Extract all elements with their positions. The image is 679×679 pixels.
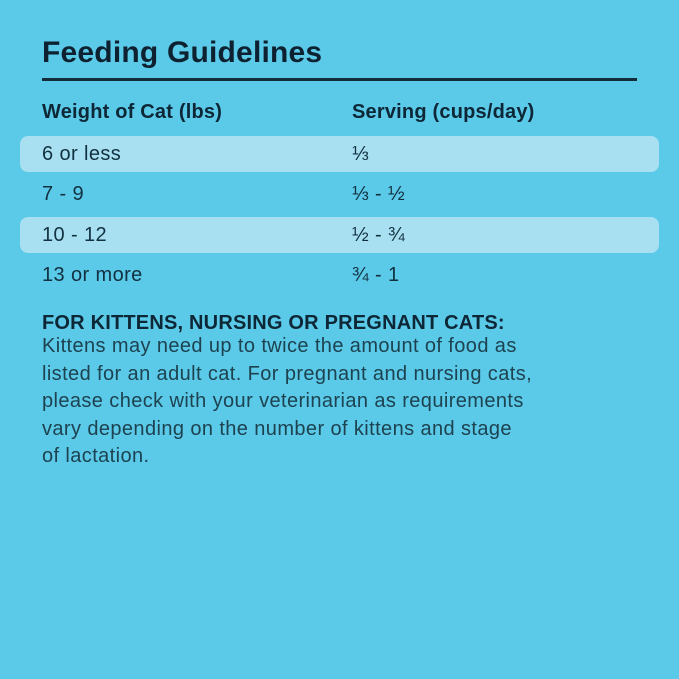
weight-cell: 13 or more — [42, 264, 143, 286]
table-row: 7 - 9 ⅓ - ½ — [20, 176, 659, 212]
weight-cell: 6 or less — [42, 143, 122, 165]
serving-cell: ⅓ - ½ — [352, 183, 406, 205]
table-row: 13 or more ¾ - 1 — [20, 257, 659, 293]
table-header-serving: Serving (cups/day) — [352, 101, 535, 123]
note-heading: FOR KITTENS, NURSING OR PREGNANT CATS: — [42, 312, 505, 334]
page-title: Feeding Guidelines — [42, 36, 323, 69]
serving-cell: ⅓ — [352, 143, 370, 165]
table-header-weight: Weight of Cat (lbs) — [42, 101, 223, 123]
weight-cell: 7 - 9 — [42, 183, 85, 205]
table-row: 6 or less ⅓ — [20, 136, 659, 172]
serving-cell: ½ - ¾ — [352, 224, 406, 246]
note-body: Kittens may need up to twice the amount … — [42, 335, 533, 467]
title-underline — [42, 78, 637, 81]
weight-cell: 10 - 12 — [42, 224, 108, 246]
table-row: 10 - 12 ½ - ¾ — [20, 217, 659, 253]
serving-cell: ¾ - 1 — [352, 264, 400, 286]
